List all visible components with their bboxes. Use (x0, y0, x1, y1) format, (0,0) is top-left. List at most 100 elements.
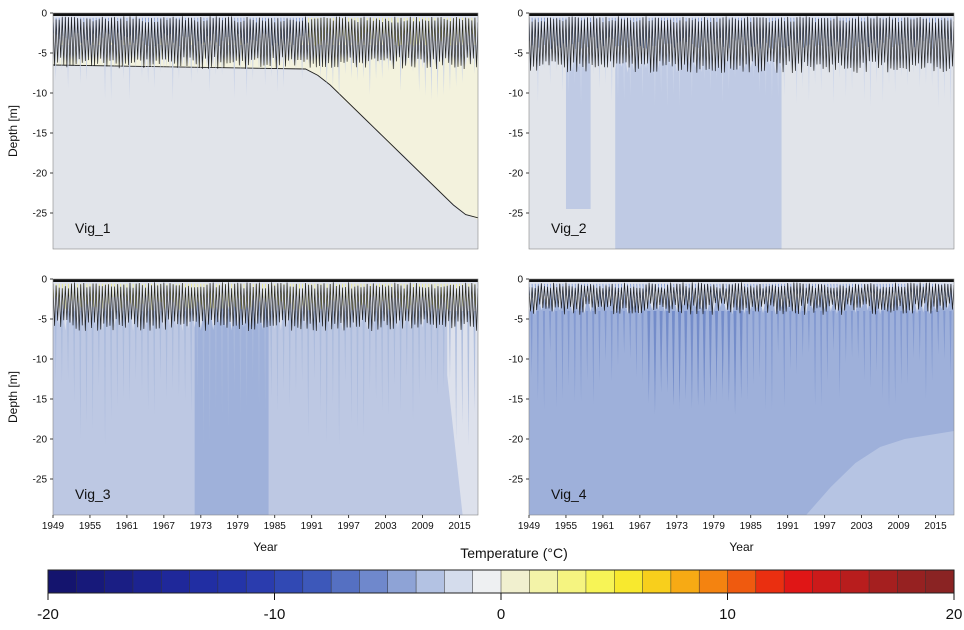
x-tick-label: 2009 (411, 521, 434, 532)
seasonal-cold-tongue (616, 45, 619, 100)
cold-core-tongue (647, 311, 651, 404)
seasonal-cold-tongue (918, 311, 921, 362)
cold-core-tongue (739, 311, 743, 399)
y-tick-label: -10 (33, 89, 48, 100)
seasonal-cold-tongue (417, 45, 421, 92)
seasonal-cold-tongue (325, 311, 328, 444)
colorbar-tick-label: 0 (497, 606, 505, 623)
plot-area (529, 13, 954, 249)
seasonal-cold-tongue (906, 311, 909, 384)
seasonal-cold-tongue (233, 311, 236, 394)
x-tick-label: 2009 (887, 521, 910, 532)
colorbar: Temperature (°C) -20 -10 0 10 20 (37, 545, 962, 623)
seasonal-cold-tongue (598, 311, 601, 382)
x-tick-label: 1967 (629, 521, 652, 532)
seasonal-cold-tongue (424, 45, 427, 96)
zero-isotherm (529, 282, 954, 315)
cold-core-tongue (690, 311, 694, 408)
cold-core-tongue (653, 311, 657, 414)
seasonal-cold-tongue (567, 311, 570, 387)
warm-corner-region (447, 279, 478, 515)
y-tick-label: -10 (509, 89, 524, 100)
colorbar-cell (274, 569, 304, 594)
seasonal-cold-tongue (764, 311, 767, 410)
y-tick-label: -5 (514, 315, 523, 326)
seasonal-cold-tongue (350, 45, 353, 79)
seasonal-cold-tongue (448, 311, 451, 380)
colorbar-cell (670, 569, 700, 594)
seasonal-cold-tongue (561, 311, 564, 400)
colorbar-cell (585, 569, 615, 594)
seasonal-cold-tongue (337, 311, 341, 446)
seasonal-cold-tongue (467, 311, 470, 446)
seasonal-cold-tongue (542, 311, 546, 411)
seasonal-cold-tongue (622, 45, 626, 101)
colorbar-cell (387, 569, 417, 594)
surface-strip (529, 13, 954, 16)
seasonal-cold-tongue (227, 311, 230, 429)
seasonal-cold-tongue (202, 311, 205, 446)
seasonal-cold-tongue (875, 311, 878, 372)
x-tick-label: 1967 (153, 521, 176, 532)
colorbar-cell (132, 569, 162, 594)
x-tick-label: 1985 (740, 521, 763, 532)
seasonal-cold-tongue (159, 311, 162, 381)
seasonal-cold-tongue (116, 311, 119, 406)
seasonal-cold-tongue (313, 311, 316, 380)
seasonal-cold-tongue (610, 311, 613, 382)
plot-frame (528, 278, 955, 516)
seasonal-cold-tongue (103, 45, 106, 99)
panel-vig-3: 0 -5 -10 -15 -20 -25 1949 1955 1961 1967 1973 1979 1… (6, 275, 479, 554)
seasonal-cold-tongue (66, 311, 70, 380)
seasonal-cold-tongue (807, 311, 810, 353)
seasonal-cold-tongue (307, 311, 310, 437)
seasonal-cold-tongue (140, 311, 143, 392)
y-tick-label: 0 (517, 275, 523, 286)
zero-isotherm (529, 16, 954, 73)
y-tick-label: -20 (509, 435, 524, 446)
seasonal-cold-tongue (91, 311, 94, 430)
x-tick-label: 1997 (338, 521, 361, 532)
seasonal-cold-tongue (245, 311, 248, 408)
seasonal-cold-tongue (146, 311, 150, 410)
seasonal-cold-tongue (579, 45, 582, 107)
cold-core-tongue (696, 311, 700, 406)
seasonal-cold-tongue (60, 311, 63, 383)
colorbar-cell (897, 569, 927, 594)
colorbar-cell (500, 569, 530, 594)
seasonal-cold-tongue (666, 45, 669, 109)
seasonal-cold-tongue (171, 311, 174, 390)
seasonal-cold-tongue (826, 311, 829, 383)
colorbar-cell (727, 569, 757, 594)
seasonal-cold-tongue (801, 311, 804, 358)
cold-core-tongue (702, 311, 706, 406)
seasonal-cold-tongue (171, 45, 174, 101)
x-tick-label: 1979 (703, 521, 726, 532)
panels-group: 0 -5 -10 -15 -20 -25 Depth [m] Vig_1 0 -5 -10 -15 -2… (6, 9, 955, 554)
seasonal-cold-tongue (270, 311, 273, 399)
x-tick-label: 1973 (190, 521, 213, 532)
y-axis-label: Depth [m] (6, 371, 20, 423)
y-axis-label: Depth [m] (6, 105, 20, 157)
colorbar-cell (925, 569, 955, 594)
colorbar-cell (783, 569, 813, 594)
seasonal-cold-tongue (417, 311, 421, 397)
seasonal-cold-tongue (758, 311, 761, 378)
seasonal-cold-tongue (387, 311, 390, 416)
seasonal-cold-tongue (912, 311, 915, 359)
seasonal-cold-tongue (294, 311, 297, 392)
seasonal-cold-tongue (746, 311, 749, 401)
y-tick-label: -5 (514, 49, 523, 60)
seasonal-cold-tongue (73, 311, 76, 403)
seasonal-cold-tongue (635, 311, 638, 378)
seasonal-cold-tongue (838, 311, 841, 399)
seasonal-cold-tongue (153, 311, 156, 415)
x-tick-label: 1961 (116, 521, 139, 532)
seasonal-cold-tongue (368, 45, 371, 95)
seasonal-cold-tongue (300, 311, 304, 382)
seasonal-cold-tongue (257, 311, 260, 404)
x-axis-label: Year (253, 540, 277, 554)
x-tick-label: 1991 (301, 521, 324, 532)
y-tick-label: 0 (41, 9, 47, 20)
y-tick-label: 0 (517, 9, 523, 20)
